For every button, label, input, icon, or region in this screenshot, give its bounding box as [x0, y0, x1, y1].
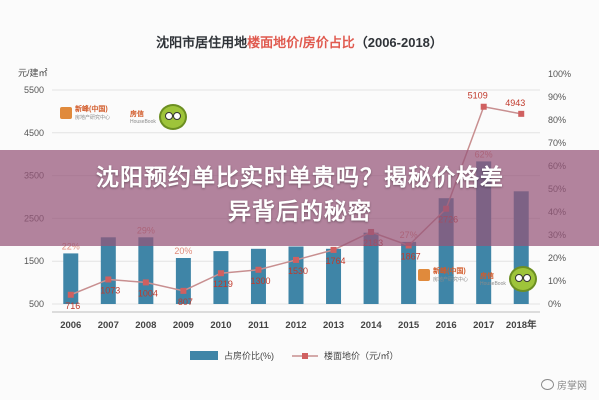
bar-2: [138, 237, 154, 304]
logo-a-bottom-icon: [418, 268, 430, 281]
logo-b-name: 房信: [130, 111, 144, 118]
y-right-tick-label-8: 80%: [548, 115, 566, 125]
line-label-7: 1764: [326, 256, 346, 266]
y-left-tick-label-5: 5500: [24, 85, 44, 95]
y-right-tick-label-0: 0%: [548, 299, 561, 309]
chart-title: 沈阳市居住用地楼面地价/房价占比（2006-2018）: [0, 32, 599, 51]
line-point-11: [480, 103, 487, 110]
logo-b-sub: HouseBook: [130, 119, 156, 125]
legend-label-line: 楼面地价（元/㎡）: [324, 350, 399, 361]
line-label-3: 807: [178, 297, 193, 307]
y-left-tick-label-1: 1500: [24, 256, 44, 266]
bar-3: [175, 258, 191, 304]
paw-icon: [541, 379, 554, 390]
legend-swatch-marker: [302, 353, 308, 359]
line-point-2: [142, 279, 149, 286]
y-right-tick-label-2: 20%: [548, 253, 566, 263]
line-point-5: [255, 266, 262, 273]
headline-line2: 异背后的秘密: [228, 198, 372, 224]
y-left-tick-label-0: 500: [29, 299, 44, 309]
x-tick-label-9: 2015: [398, 320, 420, 331]
bar-label-0: 22%: [62, 241, 80, 251]
chart-title-part2: 楼面地价/房价占比: [247, 35, 355, 50]
left-axis-unit: 元/建㎡: [18, 68, 48, 78]
mascot-bottom-icon: [508, 266, 537, 292]
chart-title-part3: （2006-2018）: [354, 35, 443, 50]
logo-a: 新峰(中国) 房地产研究中心: [60, 104, 110, 121]
line-point-7: [330, 246, 337, 253]
line-label-4: 1219: [213, 279, 233, 289]
bar-0: [63, 253, 79, 304]
x-tick-label-2: 2008: [135, 320, 156, 331]
y-right-tick-label-7: 70%: [548, 138, 566, 148]
logo-a-icon: [60, 106, 72, 119]
headline-banner: [0, 150, 599, 246]
y-right-tick-label-9: 90%: [548, 92, 566, 102]
x-tick-label-12: 2018年: [506, 319, 537, 331]
line-point-0: [67, 291, 74, 298]
x-tick-label-8: 2014: [361, 320, 383, 331]
line-point-3: [180, 287, 187, 294]
logo-a-bottom: 新峰(中国) 房地产研究中心: [418, 266, 468, 283]
x-tick-label-4: 2010: [210, 320, 231, 331]
x-tick-label-6: 2012: [285, 320, 306, 331]
line-label-5: 1300: [250, 276, 270, 286]
x-tick-label-1: 2007: [98, 320, 119, 331]
headline-line1: 沈阳预约单比实时单贵吗？揭秘价格差: [96, 164, 504, 190]
line-point-4: [217, 270, 224, 277]
headline-text: 沈阳预约单比实时单贵吗？揭秘价格差 异背后的秘密: [20, 160, 580, 228]
line-label-9: 1867: [401, 251, 421, 261]
logo-b-bottom: 房信 HouseBook: [480, 266, 537, 292]
line-point-6: [293, 256, 299, 263]
line-point-12: [518, 110, 525, 117]
logo-a-bottom-sub: 房地产研究中心: [433, 277, 469, 283]
watermark-text: 房掌网: [557, 381, 587, 392]
chart-title-part1: 沈阳市居住用地: [156, 35, 248, 50]
line-label-6: 1530: [288, 266, 308, 276]
logo-a-bottom-name: 新峰(中国): [433, 268, 466, 275]
line-point-1: [105, 276, 112, 283]
x-tick-label-7: 2013: [323, 320, 344, 331]
bar-7: [326, 248, 342, 304]
y-right-tick-label-1: 10%: [548, 276, 566, 286]
logo-b-bottom-sub: HouseBook: [480, 281, 506, 287]
y-left-tick-label-4: 4500: [24, 128, 44, 138]
line-label-2: 1004: [138, 288, 158, 298]
line-label-1: 1073: [100, 285, 120, 295]
x-tick-label-0: 2006: [60, 320, 81, 331]
line-label-11: 5109: [468, 91, 488, 101]
bar-1: [100, 237, 116, 304]
x-tick-label-11: 2017: [473, 320, 494, 331]
x-tick-label-10: 2016: [436, 320, 457, 331]
line-label-0: 716: [65, 301, 80, 311]
bar-8: [363, 232, 379, 304]
bar-4: [213, 251, 229, 304]
line-label-12: 4943: [505, 98, 525, 108]
watermark: 房掌网: [541, 377, 587, 392]
logo-b: 房信 HouseBook: [130, 104, 187, 130]
logo-a-sub: 房地产研究中心: [75, 115, 111, 121]
legend-swatch-bar: [190, 351, 218, 360]
x-tick-label-3: 2009: [173, 320, 194, 331]
bar-9: [401, 241, 417, 304]
y-right-tick-label-10: 100%: [548, 69, 571, 79]
legend-label-bar: 占房价比(%): [224, 350, 274, 361]
logo-a-name: 新峰(中国): [75, 106, 108, 113]
bar-5: [250, 248, 266, 304]
logo-b-bottom-name: 房信: [480, 273, 494, 280]
x-tick-label-5: 2011: [248, 320, 269, 331]
mascot-icon: [158, 104, 187, 130]
bar-label-3: 20%: [174, 246, 192, 256]
